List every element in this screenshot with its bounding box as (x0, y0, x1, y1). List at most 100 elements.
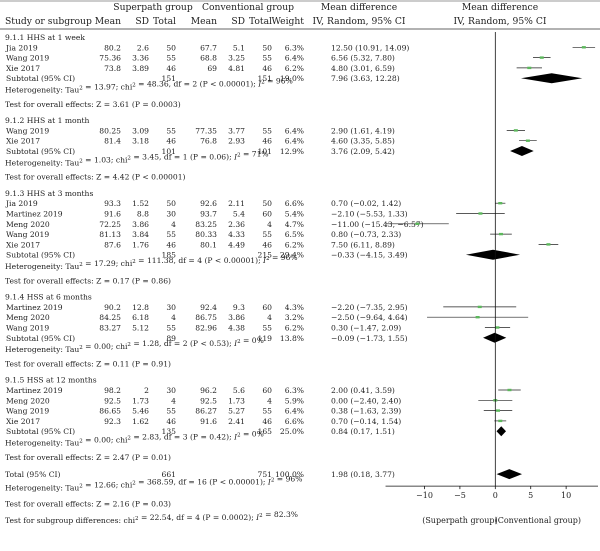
total-label: Total (95% CI) (5, 470, 61, 479)
study-row: Martinez 2019 90.2 12.8 30 92.4 9.3 60 4.3% −2.2… (6, 303, 408, 312)
study-sd1: 2 (144, 386, 149, 395)
study-sd2: 4.33 (228, 230, 245, 239)
study-total1: 4 (171, 313, 176, 322)
study-name: Martinez 2019 (6, 210, 63, 219)
point-estimate (539, 56, 544, 59)
study-row: Xie 2017 73.8 3.89 46 69 4.81 46 6.2% 4.80 (3.01… (6, 64, 395, 73)
study-total1: 4 (171, 220, 176, 229)
mean2-header: Mean (191, 16, 217, 27)
study-sd2: 4.81 (228, 64, 245, 73)
subtotal-ci: −0.33 (−4.15, 3.49) (331, 251, 408, 260)
study-ci: −11.00 (−15.43, −6.57) (331, 220, 424, 229)
study-name: Wang 2019 (6, 230, 49, 239)
study-weight: 5.4% (285, 210, 304, 219)
study-total1: 30 (166, 210, 176, 219)
study-total1: 55 (166, 126, 176, 135)
study-sd1: 5.12 (132, 324, 149, 333)
study-row: Wang 2019 75.36 3.36 55 68.8 3.25 55 6.4% 6.56 (… (6, 54, 395, 63)
study-mean1: 93.3 (104, 199, 121, 208)
subtotal-ci: −0.09 (−1.73, 1.55) (331, 334, 408, 343)
study-sd1: 6.18 (132, 313, 149, 322)
study-mean2: 91.6 (200, 417, 217, 426)
study-sd1: 8.8 (137, 210, 149, 219)
study-ci: 4.80 (3.01, 6.59) (331, 64, 395, 73)
study-total2: 4 (267, 220, 272, 229)
study-ci: −2.20 (−7.35, 2.95) (331, 303, 408, 312)
point-estimate (498, 232, 503, 236)
study-row: Martinez 2019 98.2 2 30 96.2 5.6 60 6.3% 2.00 (0… (6, 386, 395, 395)
study-sd1: 1.52 (132, 199, 149, 208)
point-estimate (507, 388, 512, 392)
favours-right-label: (Conventional group) (495, 516, 581, 525)
study-mean1: 84.25 (99, 313, 121, 322)
study-ci: 7.50 (6.11, 8.89) (331, 240, 395, 249)
study-total2: 4 (267, 313, 272, 322)
study-mean2: 67.7 (200, 43, 217, 52)
sd2-header: SD (231, 16, 245, 27)
study-total2: 46 (262, 137, 272, 146)
study-weight: 5.9% (285, 396, 304, 405)
study-weight: 6.4% (285, 137, 304, 146)
x-tick-label: −5 (454, 491, 466, 500)
point-estimate (477, 305, 482, 309)
study-total2: 55 (262, 324, 272, 333)
header: Superpath group Conventional group Mean di… (0, 0, 600, 30)
x-tick-label: 10 (561, 491, 571, 500)
study-total1: 30 (166, 386, 176, 395)
study-total1: 46 (166, 417, 176, 426)
study-mean1: 98.2 (104, 386, 121, 395)
subtotal-total1: 185 (162, 251, 177, 260)
point-estimate (415, 222, 420, 225)
study-row: Meng 2020 92.5 1.73 4 92.5 1.73 4 5.9% 0.00 (−2.… (6, 396, 401, 405)
x-tick-label: 5 (528, 491, 533, 500)
study-sd1: 3.36 (132, 54, 149, 63)
study-total2: 55 (262, 230, 272, 239)
subtotal-weight: 19.0% (280, 74, 304, 83)
study-weight: 6.4% (285, 54, 304, 63)
study-sd2: 4.38 (228, 324, 245, 333)
point-estimate (498, 419, 503, 423)
study-row: Xie 2017 81.4 3.18 46 76.8 2.93 46 6.4% 4.60 (3.… (6, 137, 395, 146)
subtotal-ci: 0.84 (0.17, 1.51) (331, 427, 395, 436)
study-sd2: 3.77 (228, 126, 245, 135)
subtotal-total1: 151 (162, 74, 177, 83)
study-mean2: 80.1 (200, 240, 217, 249)
study-name: Xie 2017 (6, 137, 40, 146)
subtotal-total1: 89 (166, 334, 176, 343)
subgroup-title: 9.1.5 HSS at 12 months (5, 376, 97, 385)
total-ci: 1.98 (0.18, 3.77) (331, 470, 395, 479)
study-name: Martinez 2019 (6, 303, 63, 312)
study-ci: 0.80 (−0.73, 2.33) (331, 230, 401, 239)
study-sd2: 2.41 (228, 417, 245, 426)
study-sd1: 3.18 (132, 137, 149, 146)
study-mean1: 87.6 (104, 240, 121, 249)
study-sd1: 3.86 (132, 220, 149, 229)
total2-header: Total (249, 16, 272, 27)
study-mean1: 81.4 (104, 137, 121, 146)
total-weight: 100.0% (275, 470, 304, 479)
study-total2: 50 (262, 43, 272, 52)
study-mean1: 80.2 (104, 43, 121, 52)
subtotal-total2: 119 (258, 334, 273, 343)
study-name: Xie 2017 (6, 64, 40, 73)
study-name: Jia 2019 (5, 43, 38, 52)
study-ci: 4.60 (3.35, 5.85) (331, 137, 395, 146)
point-estimate (525, 139, 530, 142)
group2-header: Conventional group (202, 2, 294, 13)
study-total2: 55 (262, 54, 272, 63)
subtotal-total2: 101 (258, 147, 273, 156)
study-total2: 4 (267, 396, 272, 405)
subtotal-total1: 101 (162, 147, 177, 156)
study-row: Jia 2019 80.2 2.6 50 67.7 5.1 50 6.3% 12.50 (10.… (5, 43, 409, 52)
study-total1: 46 (166, 240, 176, 249)
subgroup-title: 9.1.4 HSS at 6 months (5, 293, 92, 302)
subtotal-row: Subtotal (95% CI) 89 119 13.8% −0.09 (−1.73,… (6, 334, 408, 343)
study-mean1: 92.3 (104, 417, 121, 426)
study-total1: 4 (171, 396, 176, 405)
study-mean2: 92.5 (200, 396, 217, 405)
md-plot-method-header: IV, Random, 95% CI (454, 16, 547, 27)
subtotal-diamond (496, 426, 507, 437)
x-tick-label: −10 (416, 491, 433, 500)
study-mean1: 75.36 (99, 54, 121, 63)
